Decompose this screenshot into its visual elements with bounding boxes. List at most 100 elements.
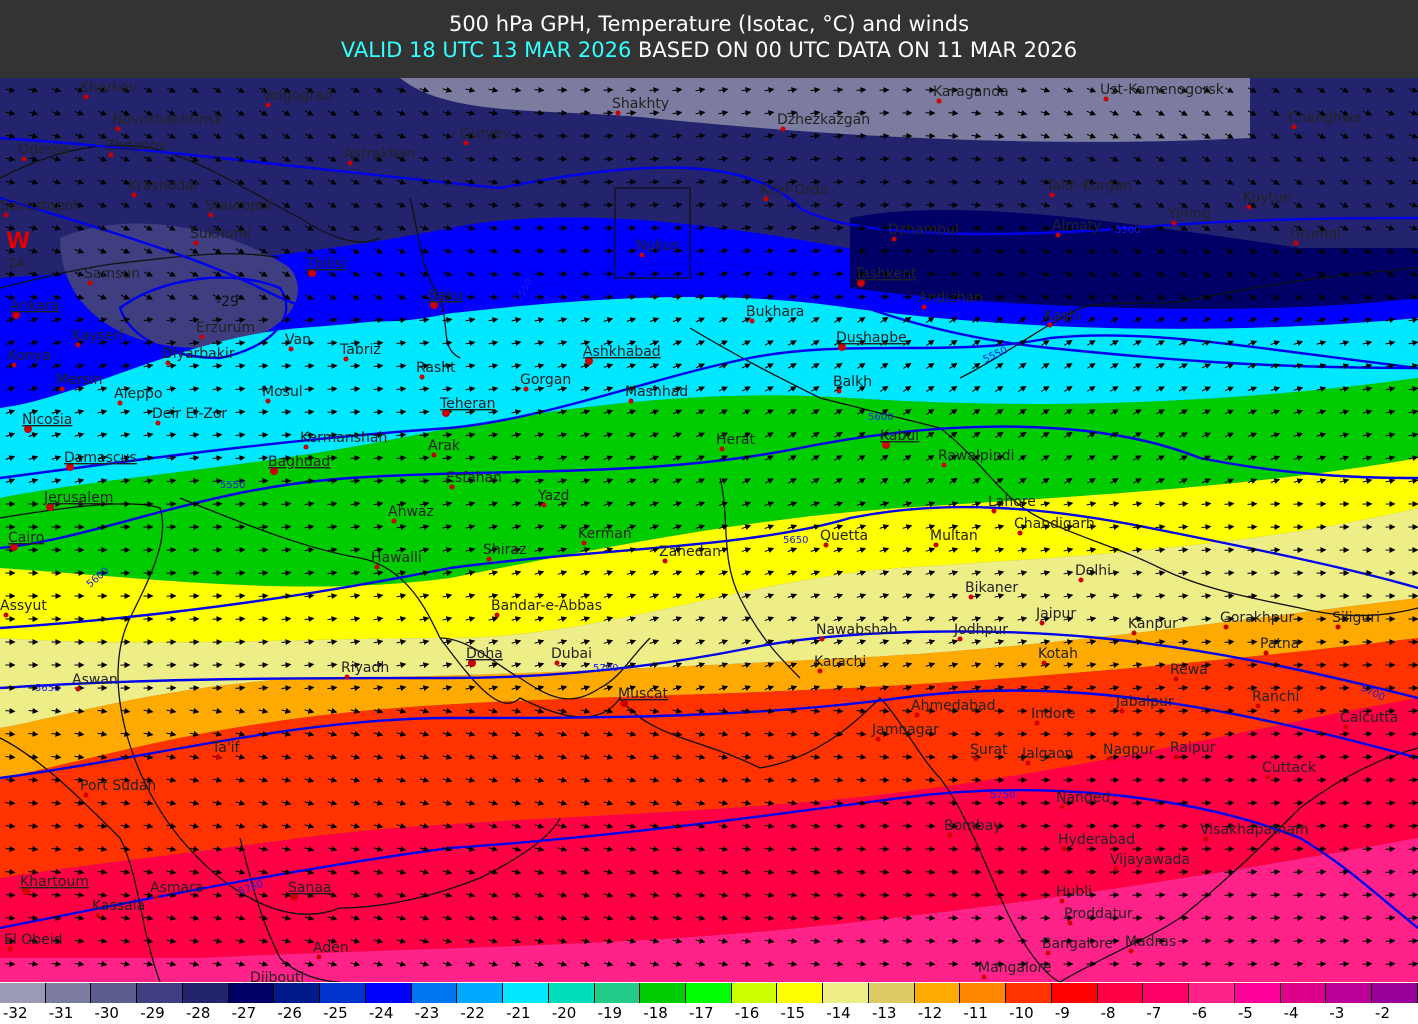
wind-arrow [97, 248, 108, 254]
wind-arrow [465, 132, 476, 139]
wind-arrow [1270, 662, 1281, 669]
wind-arrow [281, 87, 291, 93]
wind-arrow [534, 224, 545, 231]
wind-arrow [787, 110, 798, 117]
wind-arrow [1178, 110, 1188, 116]
chart-header: 500 hPa GPH, Temperature (Isotac, °C) an… [0, 0, 1418, 78]
city-label: Cuttack [1262, 760, 1317, 776]
wind-arrow [764, 271, 775, 278]
wind-arrow [810, 225, 821, 232]
temperature-band [0, 638, 1418, 878]
city-label: Aden [313, 940, 349, 956]
wind-arrow [212, 501, 223, 508]
wind-arrow [626, 294, 637, 301]
wind-arrow [5, 178, 16, 185]
wind-arrow [327, 202, 337, 208]
wind-arrow [902, 914, 913, 921]
wind-arrow [1063, 248, 1074, 254]
wind-arrow [534, 109, 545, 116]
city-label: Esfahan [446, 470, 502, 486]
wind-arrow [350, 248, 360, 254]
wind-arrow [258, 294, 268, 300]
wind-arrow [166, 202, 176, 208]
wind-arrow [534, 155, 545, 162]
wind-arrow [1178, 961, 1189, 968]
wind-arrow [120, 110, 131, 116]
wind-arrow [1339, 225, 1349, 231]
wind-arrow [28, 201, 39, 208]
wind-arrow [810, 179, 821, 186]
city-label: Zahedan [659, 544, 721, 560]
wind-arrow [74, 248, 85, 254]
wind-arrow [1316, 179, 1326, 185]
legend-value: -27 [231, 1004, 257, 1022]
wind-arrow [350, 202, 360, 208]
wind-arrow [1040, 270, 1051, 277]
wind-arrow [488, 293, 499, 300]
wind-arrow [695, 248, 706, 255]
wind-arrow [120, 294, 131, 300]
wind-arrow [741, 87, 752, 94]
wind-arrow [1247, 225, 1257, 231]
wind-arrow [1270, 202, 1280, 208]
wind-arrow [1224, 708, 1235, 715]
wind-arrow [189, 87, 199, 93]
city-label: Assyut [0, 598, 47, 614]
wind-arrow [925, 753, 936, 760]
city-label: Khartoum [20, 874, 89, 890]
legend-swatch [1326, 983, 1373, 1003]
wind-arrow [764, 179, 775, 186]
city-label: Nanded [1056, 790, 1110, 806]
wind-arrow [1063, 271, 1074, 277]
wind-arrow [948, 201, 959, 208]
wind-arrow [212, 662, 223, 669]
legend-value: -15 [780, 1004, 805, 1022]
wind-arrow [764, 225, 775, 232]
wind-arrow [948, 132, 959, 139]
wind-arrow [419, 293, 430, 300]
wind-arrow [1132, 133, 1142, 139]
city-label: Arak [428, 438, 461, 454]
wind-arrow [304, 133, 314, 139]
wind-arrow [74, 179, 85, 185]
wind-arrow [948, 109, 959, 116]
wind-arrow [787, 271, 798, 278]
wind-arrow [1224, 202, 1234, 208]
wind-arrow [51, 293, 62, 300]
wind-arrow [649, 87, 660, 94]
wind-arrow [373, 179, 384, 185]
wind-arrow [327, 271, 337, 277]
wind-arrow [718, 225, 729, 232]
wind-arrow [189, 294, 199, 300]
wind-arrow [1247, 708, 1258, 715]
wind-arrow [28, 86, 39, 93]
wind-arrow [465, 224, 476, 231]
wind-arrow [1201, 777, 1212, 784]
legend-swatch [731, 983, 778, 1003]
wind-arrow [396, 110, 407, 116]
wind-arrow [74, 225, 85, 231]
city-label: Jodhpur [953, 622, 1008, 638]
wind-arrow [1040, 109, 1051, 116]
wind-arrow [1247, 961, 1258, 968]
wind-arrow [741, 179, 752, 186]
legend-value: -10 [1009, 1004, 1034, 1022]
wind-arrow [120, 87, 131, 93]
wind-arrow [1247, 662, 1258, 669]
wind-arrow [5, 270, 16, 277]
wind-arrow [511, 270, 522, 277]
wind-arrow [1063, 202, 1074, 208]
wind-arrow [51, 201, 62, 208]
wind-arrow [1247, 547, 1258, 554]
wind-arrow [948, 86, 959, 93]
city-label: Baku [428, 288, 463, 304]
chart-title: 500 hPa GPH, Temperature (Isotac, °C) an… [448, 12, 970, 36]
wind-arrow [1247, 87, 1257, 93]
wind-arrow [856, 248, 867, 255]
wind-arrow [534, 247, 545, 254]
wind-arrow [511, 86, 522, 93]
city-label: Kayseri [72, 328, 123, 344]
wind-arrow [1362, 133, 1373, 139]
city-label: Hawalli [371, 550, 422, 566]
wind-arrow [396, 202, 407, 208]
